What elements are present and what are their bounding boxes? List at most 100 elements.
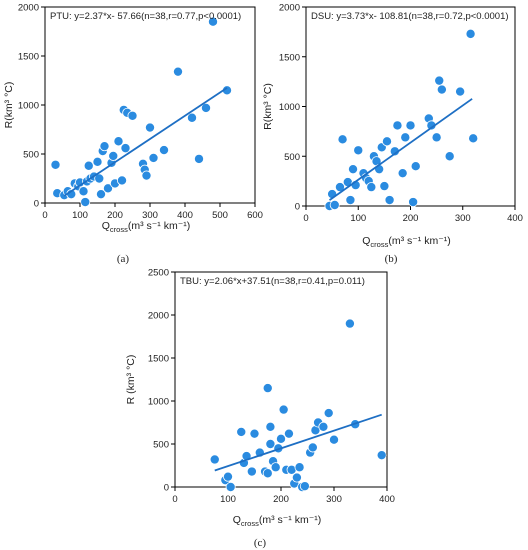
data-point (379, 181, 390, 192)
data-point (381, 136, 392, 147)
data-point (291, 472, 302, 483)
data-point (265, 438, 276, 449)
x-axis-label-unit: (m³ s⁻¹ km⁻¹) (388, 235, 450, 247)
data-point (431, 132, 442, 143)
x-tick-label: 300 (142, 210, 158, 221)
chart-panel-3: 0 100 200 300 400 0 500 1000 1500 2000 2500 TBU: y=… (125, 268, 395, 550)
data-point (348, 164, 359, 175)
y-tick-label: 2000 (18, 3, 39, 14)
data-point (209, 454, 220, 465)
x-tick-label: 300 (455, 213, 471, 224)
data-point (207, 16, 218, 27)
x-axis-label-subscript: cross (110, 225, 128, 234)
regression-line (214, 413, 382, 472)
data-point (117, 175, 128, 186)
data-point (127, 110, 138, 121)
data-point (270, 462, 281, 473)
data-point (99, 141, 110, 152)
x-axis-label: Qcross(m³ s⁻¹ km⁻¹) (102, 220, 191, 234)
data-point (92, 156, 103, 167)
data-point (366, 182, 377, 193)
data-point (345, 195, 356, 206)
data-point (344, 318, 355, 329)
data-point (434, 75, 445, 86)
y-tick-label: 0 (295, 202, 300, 213)
y-axis-label: R (km³ °C) (125, 355, 137, 405)
data-point (141, 170, 152, 181)
x-tick-label: 100 (220, 494, 236, 505)
y-tick-label: 500 (153, 440, 169, 451)
x-tick-label: 500 (212, 210, 228, 221)
y-tick-label: 2000 (279, 3, 300, 14)
data-point (400, 132, 411, 143)
data-point (329, 200, 340, 211)
x-axis-label: Qcross(m³ s⁻¹ km⁻¹) (362, 235, 451, 249)
data-point (200, 102, 211, 113)
x-axis-label: Qcross(m³ s⁻¹ km⁻¹) (233, 514, 322, 528)
regression-line (328, 98, 473, 201)
data-point (246, 466, 257, 477)
data-point (262, 383, 273, 394)
x-axis-label-subscript: cross (241, 519, 259, 528)
data-point (392, 120, 403, 131)
x-tick-label: 0 (303, 213, 308, 224)
data-point (444, 151, 455, 162)
y-tick-label: 2500 (148, 268, 169, 279)
y-tick-label: 0 (164, 483, 169, 494)
data-point (50, 159, 61, 170)
data-point (96, 189, 107, 200)
data-point (113, 136, 124, 147)
y-tick-label: 0 (34, 199, 39, 210)
data-point (384, 195, 395, 206)
y-tick-label: 1500 (18, 52, 39, 63)
panel-caption: (a) (117, 253, 130, 265)
chart-panel-2: 0 100 200 300 400 0 500 1000 1500 2000 DSU: y=3.73… (262, 3, 523, 266)
data-point (455, 86, 466, 97)
x-tick-label: 400 (177, 210, 193, 221)
x-tick-label: 600 (247, 210, 263, 221)
data-point (405, 120, 416, 131)
x-tick-label: 200 (403, 213, 419, 224)
data-point (353, 145, 364, 156)
chart-panel-1: 0 100 200 300 400 500 600 0 500 1000 1500 2000 PTU: … (3, 3, 263, 266)
data-point (318, 421, 329, 432)
data-point (83, 160, 94, 171)
x-axis-label-subscript: cross (370, 240, 388, 249)
data-point (103, 183, 114, 194)
x-tick-label: 200 (273, 494, 289, 505)
data-point (148, 152, 159, 163)
data-point (193, 153, 204, 164)
y-tick-label: 1500 (148, 354, 169, 365)
y-tick-label: 1000 (148, 397, 169, 408)
x-tick-label: 0 (172, 494, 177, 505)
x-tick-label: 200 (107, 210, 123, 221)
y-tick-label: 500 (23, 150, 39, 161)
data-point (225, 481, 236, 492)
x-axis-label-unit: (m³ s⁻¹ km⁻¹) (259, 514, 321, 526)
data-point (408, 197, 419, 208)
panel-caption: (b) (385, 253, 398, 265)
data-point (436, 84, 447, 95)
data-point (468, 133, 479, 144)
data-point (158, 145, 169, 156)
y-tick-label: 500 (284, 152, 300, 163)
data-point (328, 434, 339, 445)
data-point (172, 66, 183, 77)
plot-frame (174, 271, 388, 488)
y-tick-label: 1500 (279, 52, 300, 63)
data-point (410, 161, 421, 172)
y-tick-label: 1000 (279, 102, 300, 113)
data-point (78, 186, 89, 197)
regression-annotation: TBU: y=2.06*x+37.51(n=38,r=0.41,p=0.011) (180, 276, 365, 287)
x-axis-label-unit: (m³ s⁻¹ km⁻¹) (128, 220, 190, 232)
plot-frame (305, 6, 516, 207)
x-tick-label: 0 (42, 210, 47, 221)
data-point (294, 462, 305, 473)
data-point (144, 122, 155, 133)
data-point (397, 168, 408, 179)
y-tick-label: 2000 (148, 311, 169, 322)
x-axis-label-main: Q (102, 220, 110, 232)
data-point (236, 426, 247, 437)
data-point (94, 173, 105, 184)
